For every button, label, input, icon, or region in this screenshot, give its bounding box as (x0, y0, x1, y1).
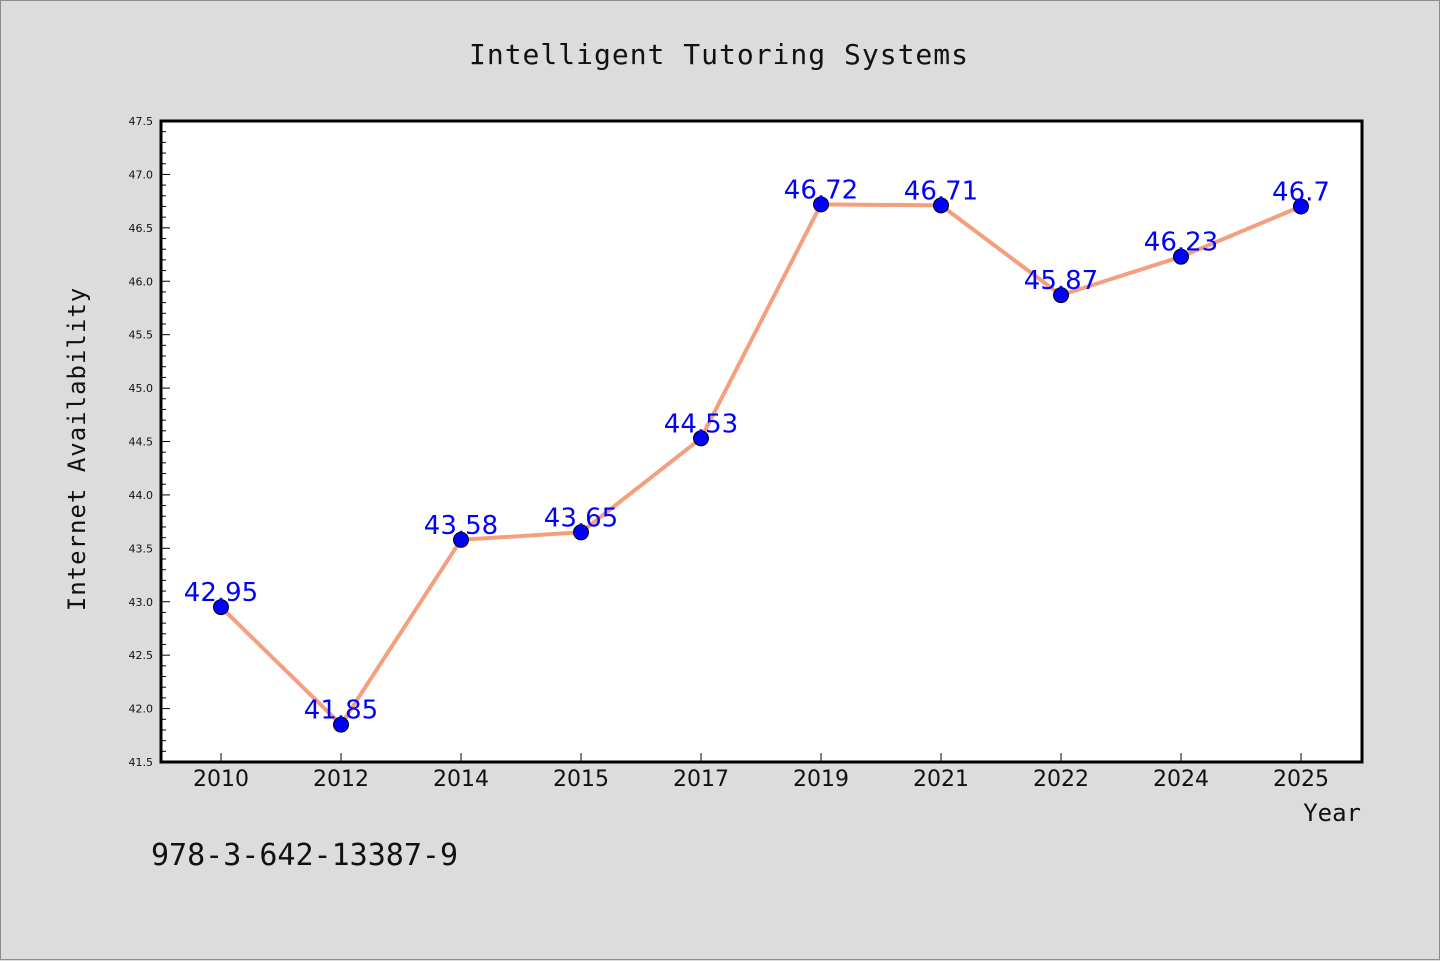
y-tick-label: 46.5 (129, 222, 154, 235)
data-point (1053, 287, 1069, 304)
data-label: 46.72 (784, 175, 858, 205)
y-tick-label: 45.5 (129, 329, 154, 342)
y-tick-label: 41.5 (129, 756, 154, 769)
chart-title: Intelligent Tutoring Systems (469, 38, 969, 71)
data-point (573, 524, 589, 541)
data-label: 41.85 (304, 696, 378, 726)
y-tick-label: 42.5 (129, 649, 154, 662)
series-line (219, 202, 1302, 727)
x-tick-label: 2012 (313, 767, 369, 792)
x-axis-label: Year (1303, 799, 1361, 827)
data-point (453, 531, 469, 548)
data-label: 43.58 (424, 511, 498, 541)
x-tick-label: 2015 (553, 767, 609, 792)
y-tick-label: 42.0 (129, 703, 154, 716)
y-tick-label: 43.0 (129, 596, 154, 609)
x-axis: 2010 2012 2014 2015 2017 2019 2021 2022 2024 2025 (193, 753, 1329, 792)
data-label: 46.7 (1272, 177, 1330, 207)
x-tick-label: 2022 (1033, 767, 1089, 792)
x-tick-label: 2019 (793, 767, 849, 792)
data-label: 44.53 (664, 409, 738, 439)
y-tick-label: 44.0 (129, 489, 154, 502)
data-point (1293, 198, 1309, 215)
data-label: 42.95 (184, 578, 258, 608)
y-tick-label: 43.5 (129, 542, 154, 555)
y-tick-label: 47.0 (129, 168, 154, 181)
data-label: 45.87 (1024, 266, 1098, 296)
x-tick-label: 2017 (673, 767, 729, 792)
y-axis-label: Internet Availability (63, 287, 91, 611)
data-point (333, 716, 349, 733)
data-label: 43.65 (544, 503, 618, 533)
data-point (693, 430, 709, 447)
x-tick-label: 2014 (433, 767, 489, 792)
data-point (213, 599, 229, 616)
data-point (1173, 248, 1189, 265)
plot-area (159, 119, 1364, 764)
y-tick-label: 44.5 (129, 436, 154, 449)
y-tick-label: 47.5 (129, 115, 154, 128)
y-tick-label: 45.0 (129, 382, 154, 395)
data-label: 46.23 (1144, 228, 1218, 258)
isbn-annotation: 978-3-642-13387-9 (151, 838, 458, 873)
y-axis: 41.5 42.0 42.5 43.0 43.5 44.0 44.5 45.0 45.5 46.0… (129, 115, 170, 769)
data-label: 46.71 (904, 176, 978, 206)
y-tick-label: 46.0 (129, 275, 154, 288)
x-tick-label: 2025 (1273, 767, 1329, 792)
x-tick-label: 2010 (193, 767, 249, 792)
data-point (813, 196, 829, 213)
series-layer: 42.95 41.85 43.58 43.65 44.53 46.72 46.71 45.87… (184, 175, 1330, 733)
data-point (933, 197, 949, 214)
x-tick-label: 2024 (1153, 767, 1209, 792)
x-tick-label: 2021 (913, 767, 969, 792)
